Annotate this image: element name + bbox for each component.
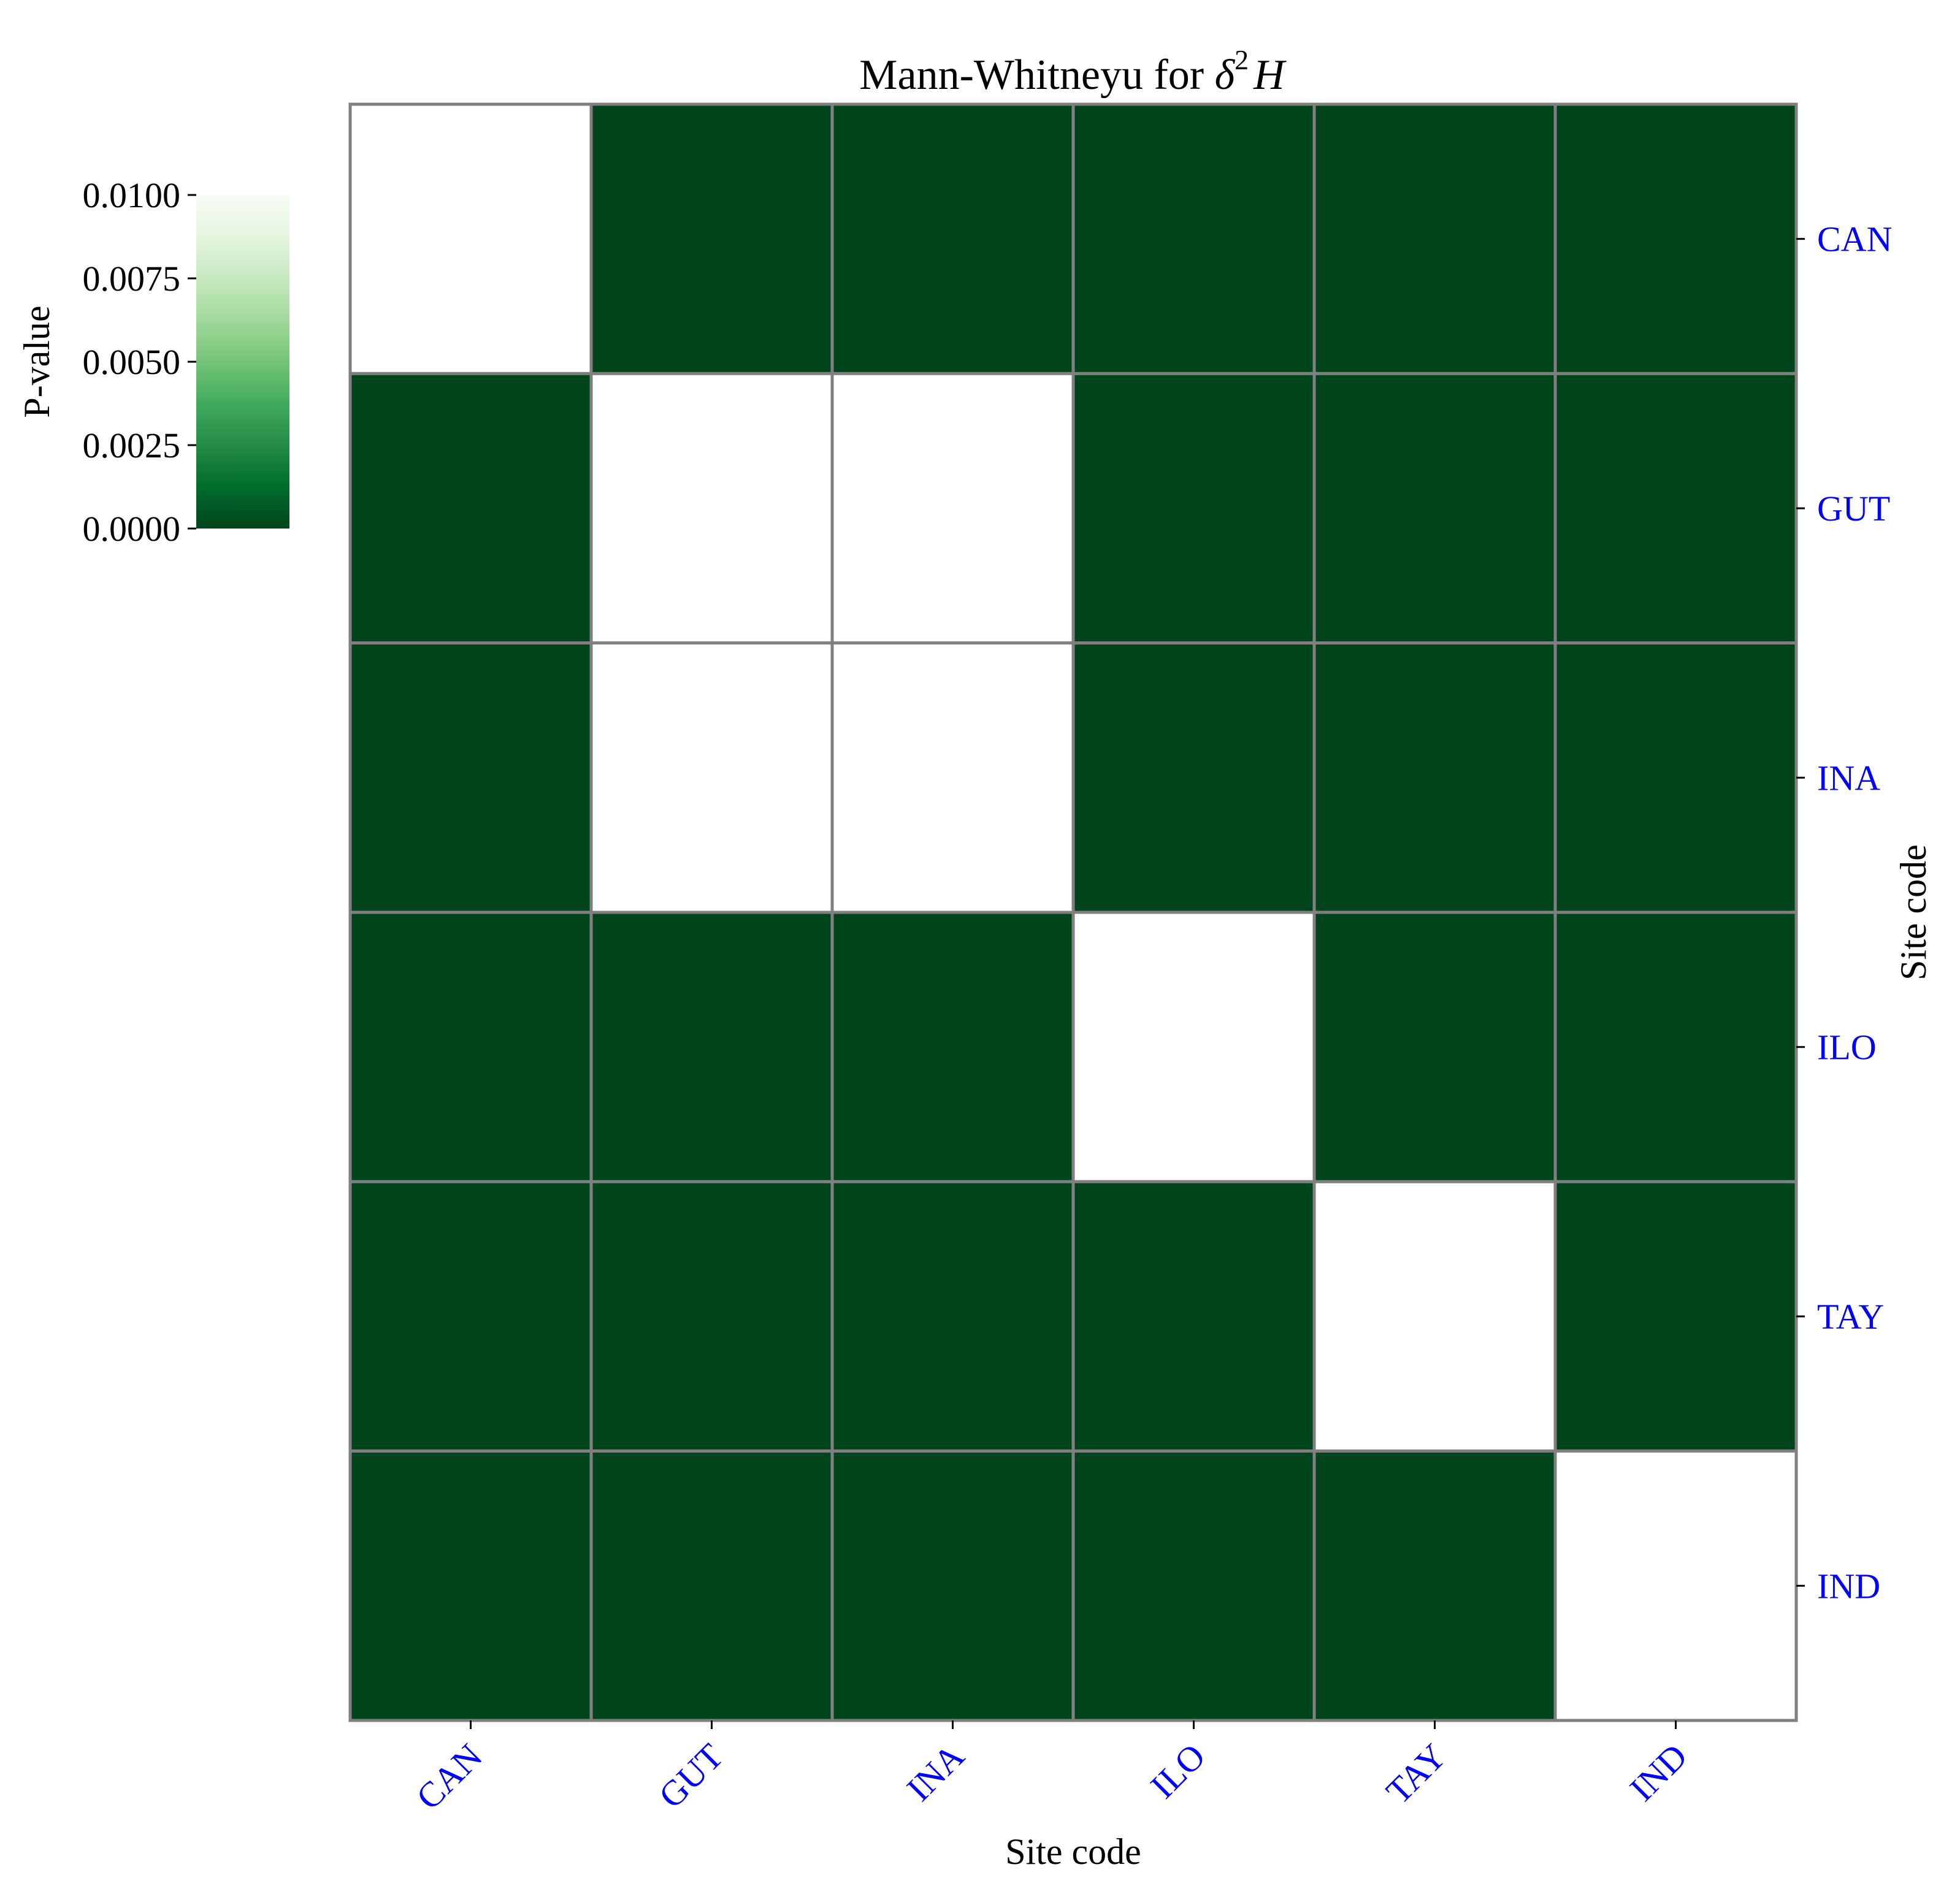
heatmap-cell-gut-gut [589, 372, 834, 645]
y-axis-ticks: CAN GUT INA ILO TAY IND [1796, 220, 1892, 1606]
heatmap-cell-ina-ina [830, 641, 1075, 914]
y-tick-label-can: CAN [1817, 220, 1892, 259]
chart-title: Mann-Whitneyu for δ2 H [859, 44, 1287, 99]
heatmap-cell-tay-gut [589, 1180, 834, 1453]
colorbar-tick-label: 0.0000 [83, 509, 181, 549]
heatmap-cell-ilo-ind [1553, 911, 1798, 1183]
x-tick-label-ina: INA [899, 1736, 972, 1809]
heatmap-cell-ind-ina [830, 1449, 1075, 1722]
heatmap-cell-ina-gut [589, 641, 834, 914]
heatmap-cell-can-can [348, 102, 593, 375]
heatmap-cell-ina-can [348, 641, 593, 914]
heatmap-cell-can-tay [1312, 102, 1557, 375]
y-tick-label-ind: IND [1817, 1566, 1880, 1606]
y-tick-label-ilo: ILO [1817, 1028, 1877, 1067]
heatmap-cell-ina-ind [1553, 641, 1798, 914]
y-tick-label-gut: GUT [1817, 489, 1890, 529]
heatmap-cell-tay-ind [1553, 1180, 1798, 1453]
heatmap-cell-ilo-ina [830, 911, 1075, 1183]
heatmap-cell-ind-ilo [1071, 1449, 1316, 1722]
heatmap-cell-gut-ilo [1071, 372, 1316, 645]
chart-title-superscript: 2 [1235, 44, 1249, 75]
heatmap-cell-can-ina [830, 102, 1075, 375]
y-axis-label: Site code [1893, 844, 1934, 980]
colorbar: 0.0000 0.0025 0.0050 0.0075 0.0100 P-value [17, 175, 289, 549]
heatmap-cell-can-ind [1553, 102, 1798, 375]
heatmap-cell-gut-ind [1553, 372, 1798, 645]
heatmap-cell-tay-can [348, 1180, 593, 1453]
heatmap-cell-tay-tay [1312, 1180, 1557, 1453]
chart-title-prefix: Mann-Whitneyu for [859, 52, 1214, 99]
heatmap-cell-ina-ilo [1071, 641, 1316, 914]
colorbar-tick-label: 0.0100 [83, 175, 181, 215]
heatmap-cell-gut-tay [1312, 372, 1557, 645]
y-tick-label-ina: INA [1817, 758, 1880, 798]
heatmap-cell-can-gut [589, 102, 834, 375]
heatmap-cell-ind-gut [589, 1449, 834, 1722]
x-tick-label-tay: TAY [1378, 1736, 1453, 1811]
heatmap-cells [348, 102, 1798, 1722]
heatmap-cell-ilo-gut [589, 911, 834, 1183]
heatmap-cell-ina-tay [1312, 641, 1557, 914]
heatmap-cell-gut-ina [830, 372, 1075, 645]
heatmap-cell-gut-can [348, 372, 593, 645]
x-tick-label-gut: GUT [651, 1736, 730, 1815]
colorbar-tick-label: 0.0025 [83, 426, 181, 465]
colorbar-ticks: 0.0000 0.0025 0.0050 0.0075 0.0100 [83, 175, 196, 549]
heatmap-cell-ind-tay [1312, 1449, 1557, 1722]
heatmap-cell-can-ilo [1071, 102, 1316, 375]
x-tick-label-ilo: ILO [1143, 1736, 1212, 1806]
chart-title-variable: H [1253, 52, 1287, 99]
x-tick-label-ind: IND [1622, 1736, 1695, 1809]
y-tick-label-tay: TAY [1817, 1297, 1884, 1337]
colorbar-gradient [196, 195, 289, 529]
heatmap-cell-ilo-tay [1312, 911, 1557, 1183]
colorbar-label: P-value [17, 305, 57, 418]
heatmap-cell-ilo-ilo [1071, 911, 1316, 1183]
heatmap-cell-ilo-can [348, 911, 593, 1183]
colorbar-tick-label: 0.0075 [83, 259, 181, 299]
heatmap-cell-tay-ilo [1071, 1180, 1316, 1453]
chart-title-symbol: δ [1215, 52, 1236, 99]
heatmap-cell-ind-ind [1553, 1449, 1798, 1722]
colorbar-tick-label: 0.0050 [83, 342, 181, 382]
plot-frame [349, 103, 1797, 1722]
x-axis-ticks: CAN GUT INA ILO TAY IND [408, 1720, 1695, 1817]
heatmap-cell-ind-can [348, 1449, 593, 1722]
x-axis-label: Site code [1005, 1831, 1141, 1872]
heatmap-cell-tay-ina [830, 1180, 1075, 1453]
x-tick-label-can: CAN [408, 1736, 490, 1817]
